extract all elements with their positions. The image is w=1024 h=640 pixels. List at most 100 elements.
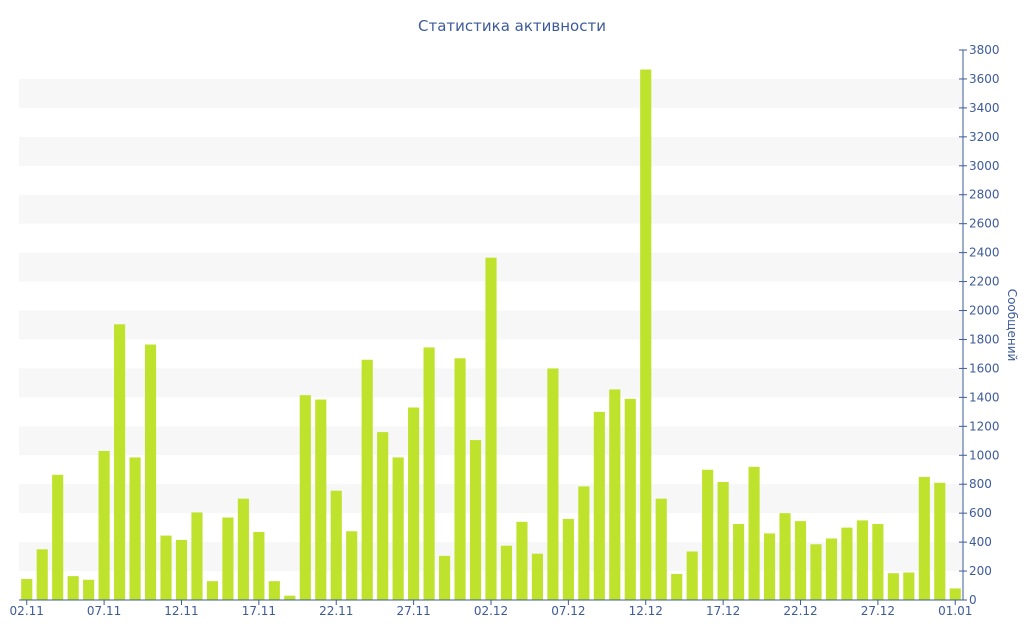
y-tick-label: 3800	[969, 43, 1000, 57]
grid-band	[19, 136, 963, 166]
bar	[454, 358, 466, 600]
y-tick-label: 2400	[969, 246, 1000, 260]
y-tick-label: 1000	[969, 448, 1000, 462]
bar	[330, 490, 342, 600]
bar	[794, 521, 807, 600]
x-tick-label: 07.11	[87, 604, 121, 618]
bar	[129, 457, 141, 600]
bar	[67, 576, 79, 600]
y-tick-label: 800	[969, 477, 992, 491]
bar	[377, 432, 389, 600]
bar	[21, 579, 33, 600]
bar	[423, 347, 435, 600]
x-tick-label: 22.12	[783, 604, 817, 618]
bar	[702, 469, 714, 600]
bar	[733, 524, 745, 600]
bar	[284, 595, 296, 600]
y-tick-label: 2800	[969, 188, 1000, 202]
y-tick-label: 600	[969, 506, 992, 520]
y-axis-title: Сообщений	[1005, 289, 1019, 362]
chart-title: Статистика активности	[418, 17, 606, 35]
x-tick-label: 27.12	[861, 604, 895, 618]
bar	[191, 512, 203, 600]
x-tick-label: 17.11	[242, 604, 276, 618]
x-tick-label: 12.11	[164, 604, 198, 618]
y-tick-label: 3400	[969, 101, 1000, 115]
bar	[500, 545, 513, 600]
bar	[578, 486, 590, 600]
x-tick-label: 01.01	[938, 604, 972, 618]
y-tick-label: 3600	[969, 72, 1000, 86]
y-tick-label: 400	[969, 535, 992, 549]
bar	[469, 440, 482, 600]
bar	[810, 544, 822, 600]
y-tick-label: 1200	[969, 419, 1000, 433]
bar	[52, 474, 64, 600]
y-tick-label: 2600	[969, 217, 1000, 231]
bar	[841, 527, 853, 600]
bar	[268, 581, 280, 600]
bar	[36, 549, 48, 600]
axes: 0 200 400 600 800 1000 1200 1400 1600 1800 2000 220…	[10, 43, 1000, 618]
bar	[439, 555, 451, 600]
bar	[83, 579, 95, 600]
y-tick-label: 3200	[969, 130, 1000, 144]
bar	[408, 407, 420, 600]
y-tick-label: 200	[969, 564, 992, 578]
y-tick-label: 1800	[969, 332, 1000, 346]
bar	[392, 457, 404, 600]
bar	[114, 324, 126, 600]
bar	[144, 344, 157, 600]
bar	[671, 573, 683, 600]
bar	[918, 476, 930, 600]
x-tick-label: 17.12	[706, 604, 740, 618]
bar-series	[21, 69, 961, 601]
x-tick-label: 02.12	[474, 604, 508, 618]
bar	[98, 450, 110, 600]
bar	[346, 531, 358, 600]
bar	[779, 513, 791, 600]
bar	[175, 539, 188, 600]
x-tick-label: 12.12	[629, 604, 663, 618]
bar	[934, 482, 946, 600]
bar	[160, 535, 172, 600]
bar	[222, 517, 234, 600]
grid-band	[19, 78, 963, 108]
bar	[516, 521, 528, 600]
bar	[872, 524, 884, 600]
y-tick-label: 2000	[969, 304, 1000, 318]
bar	[949, 588, 961, 600]
x-tick-label: 27.11	[396, 604, 430, 618]
bar	[593, 411, 605, 600]
bar	[485, 257, 497, 600]
bar	[253, 531, 265, 600]
bar	[562, 518, 574, 600]
y-tick-label: 0	[969, 593, 977, 607]
x-tick-label: 02.11	[10, 604, 44, 618]
y-tick-label: 3000	[969, 159, 1000, 173]
bar	[237, 498, 249, 600]
bar	[903, 572, 915, 600]
bar	[547, 368, 559, 600]
bar	[609, 389, 621, 600]
y-tick-label: 1400	[969, 390, 1000, 404]
bar	[763, 533, 776, 600]
bar	[887, 573, 899, 600]
bar	[315, 399, 327, 600]
bar	[624, 398, 636, 600]
bar	[206, 581, 219, 600]
bar	[655, 498, 667, 600]
bar	[686, 551, 698, 600]
bar	[299, 395, 311, 600]
y-tick-label: 1600	[969, 361, 1000, 375]
x-tick-label: 22.11	[319, 604, 353, 618]
bar	[640, 69, 652, 601]
bar	[856, 520, 868, 600]
bar	[825, 538, 838, 600]
bar	[748, 466, 760, 600]
grid-band	[19, 194, 963, 224]
bar	[531, 553, 543, 600]
y-tick-label: 2200	[969, 275, 1000, 289]
